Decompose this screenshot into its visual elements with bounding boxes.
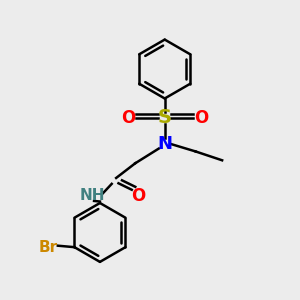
Text: O: O xyxy=(131,187,145,205)
Text: O: O xyxy=(121,109,135,127)
Text: Br: Br xyxy=(39,240,58,255)
Text: N: N xyxy=(157,135,172,153)
Text: NH: NH xyxy=(80,188,105,203)
Text: O: O xyxy=(194,109,209,127)
Text: S: S xyxy=(158,108,172,127)
